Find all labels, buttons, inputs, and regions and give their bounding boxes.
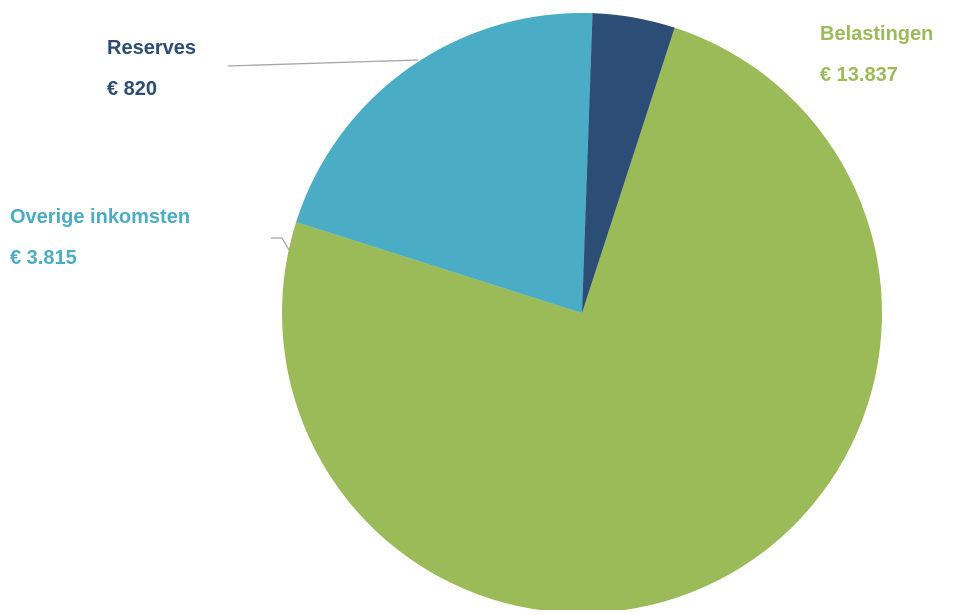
leader-line-overige-inkomsten <box>271 237 290 251</box>
leader-lines <box>227 59 419 251</box>
pie-slice-overige-inkomsten <box>296 12 593 314</box>
slice-label-overige-inkomsten: Overige inkomsten <box>10 206 190 228</box>
leader-line-reserves <box>227 59 419 67</box>
slice-value-reserves: € 820 <box>107 78 157 100</box>
pie-slices <box>282 12 883 614</box>
slice-label-reserves: Reserves <box>107 37 196 59</box>
data-labels: Belastingen € 13.837 Overige inkomsten € 3.… <box>10 23 933 269</box>
slice-label-belastingen: Belastingen <box>820 23 933 45</box>
pie-slice-reserves <box>582 13 675 314</box>
slice-value-overige-inkomsten: € 3.815 <box>10 247 77 269</box>
pie-slice-belastingen <box>282 27 883 614</box>
slice-value-belastingen: € 13.837 <box>820 64 898 86</box>
